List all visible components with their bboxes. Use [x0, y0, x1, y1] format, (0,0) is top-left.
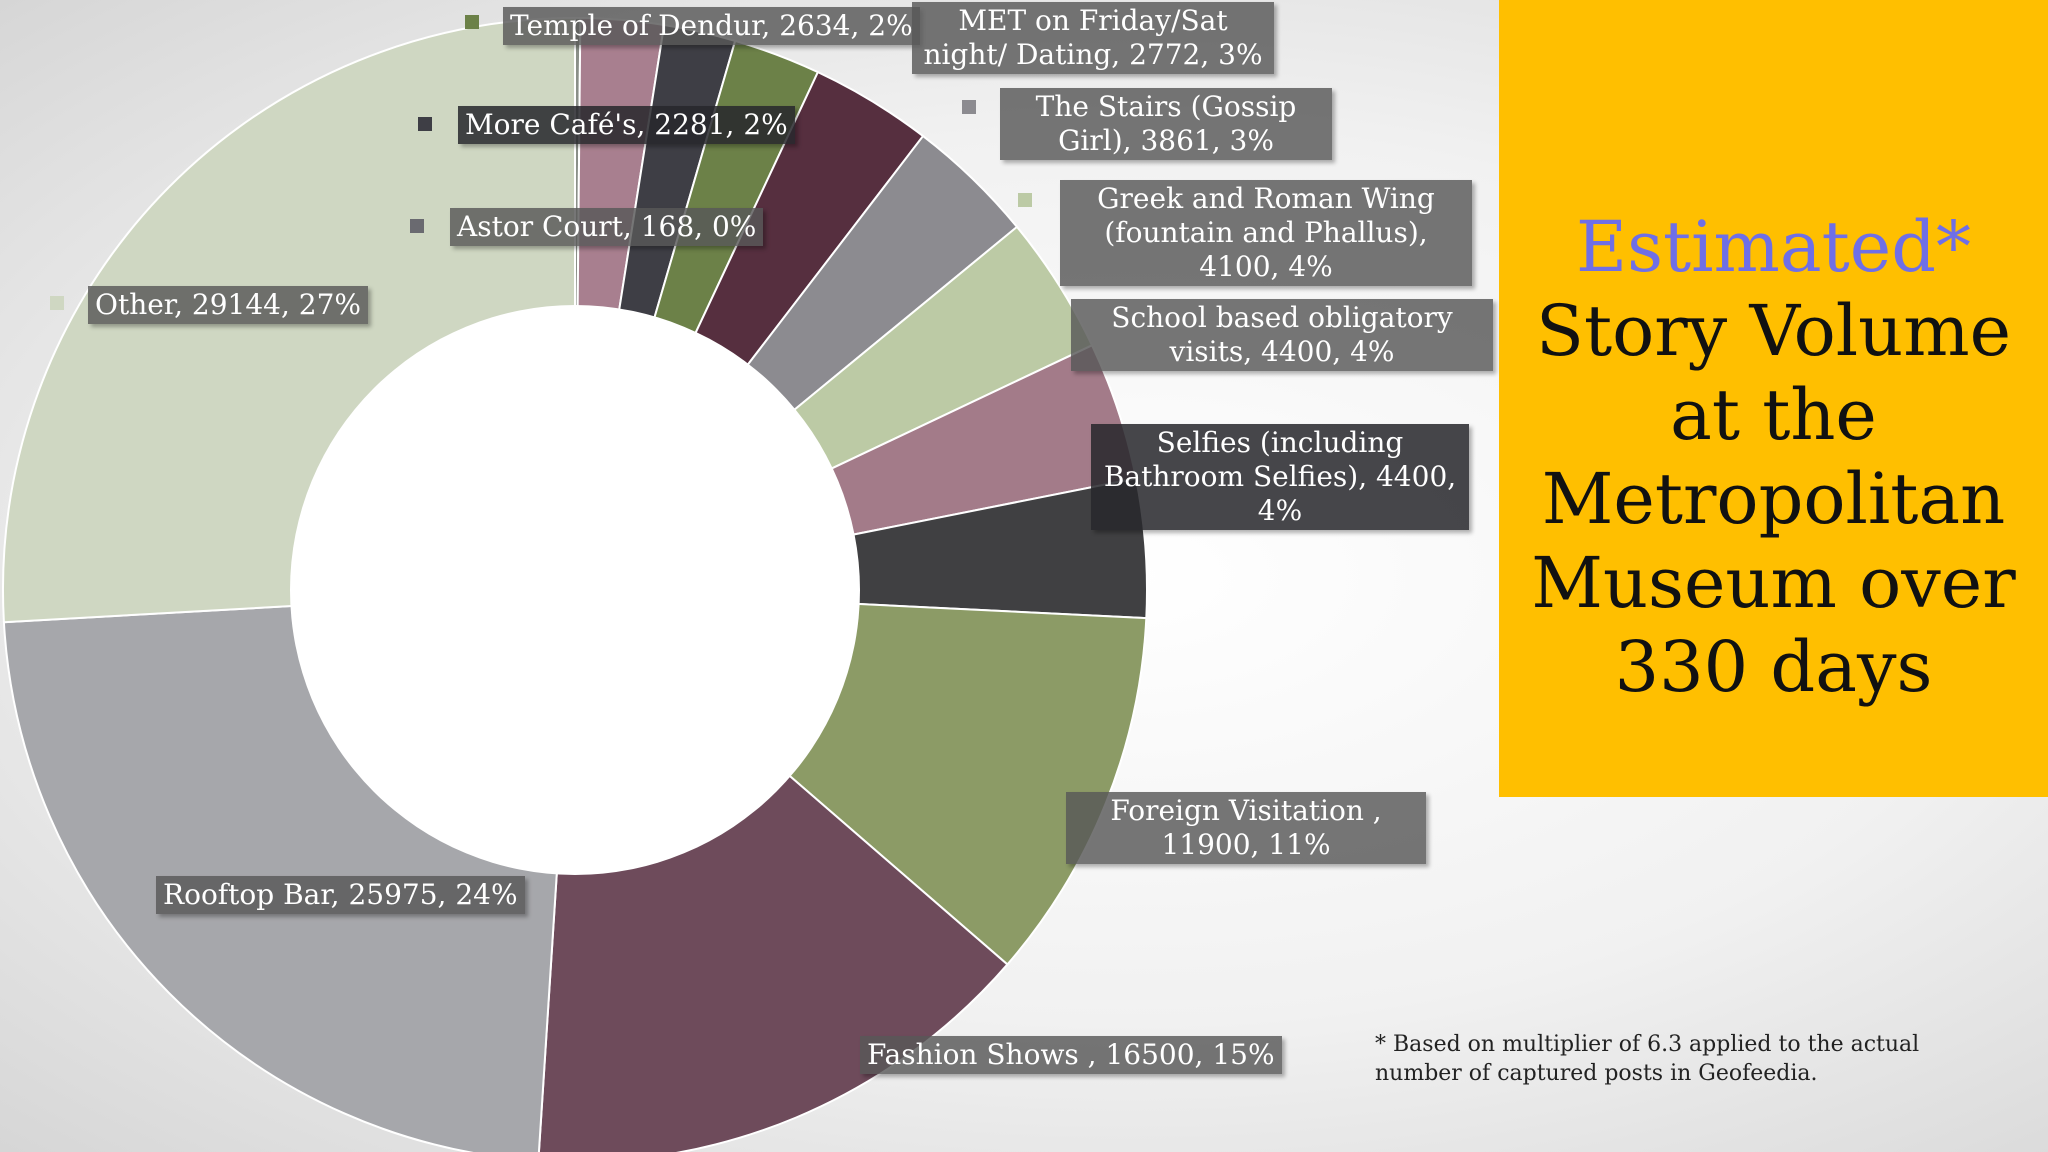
footnote: * Based on multiplier of 6.3 applied to …: [1375, 1032, 1920, 1086]
temple-marker: [465, 15, 479, 29]
slice-label-astor: Astor Court, 168, 0%: [450, 208, 764, 246]
title-accent: Estimated*: [1575, 206, 1971, 288]
slice-label-greek: Greek and Roman Wing (fountain and Phall…: [1060, 180, 1472, 286]
slice-label-foreign: Foreign Visitation , 11900, 11%: [1066, 792, 1426, 864]
slice-label-fashion: Fashion Shows , 16500, 15%: [860, 1036, 1282, 1074]
slice-label-rooftop: Rooftop Bar, 25975, 24%: [156, 876, 525, 914]
slice-label-greek-text: Greek and Roman Wing (fountain and Phall…: [1097, 182, 1435, 283]
doughnut-hole: [290, 305, 860, 875]
slice-label-stairs-text: The Stairs (Gossip Girl), 3861, 3%: [1035, 90, 1297, 157]
slice-label-school-text: School based obligatory visits, 4400, 4%: [1111, 301, 1453, 368]
slice-label-stairs: The Stairs (Gossip Girl), 3861, 3%: [1000, 88, 1332, 160]
slice-label-foreign-text: Foreign Visitation , 11900, 11%: [1110, 794, 1382, 861]
stairs-marker: [962, 100, 976, 114]
other-marker: [50, 296, 64, 310]
greek-marker: [1018, 193, 1032, 207]
title-main: Story Volume at the Metropolitan Museum …: [1531, 290, 2016, 708]
astor-marker: [410, 219, 424, 233]
slice-label-selfies: Selfies (including Bathroom Selfies), 44…: [1091, 424, 1469, 530]
cafe-marker: [418, 117, 432, 131]
slice-label-temple: Temple of Dendur, 2634, 2%: [503, 7, 920, 45]
slice-label-cafe: More Café's, 2281, 2%: [458, 106, 795, 144]
slice-label-met-text: MET on Friday/Sat night/ Dating, 2772, 3…: [923, 4, 1263, 71]
slice-label-selfies-text: Selfies (including Bathroom Selfies), 44…: [1103, 426, 1457, 527]
title-panel: Estimated* Story Volume at the Metropoli…: [1499, 0, 2048, 797]
slice-label-school: School based obligatory visits, 4400, 4%: [1071, 299, 1493, 371]
slice-label-other: Other, 29144, 27%: [88, 286, 369, 324]
chart-title: Estimated* Story Volume at the Metropoli…: [1499, 205, 2048, 709]
slice-label-met: MET on Friday/Sat night/ Dating, 2772, 3…: [912, 2, 1274, 74]
